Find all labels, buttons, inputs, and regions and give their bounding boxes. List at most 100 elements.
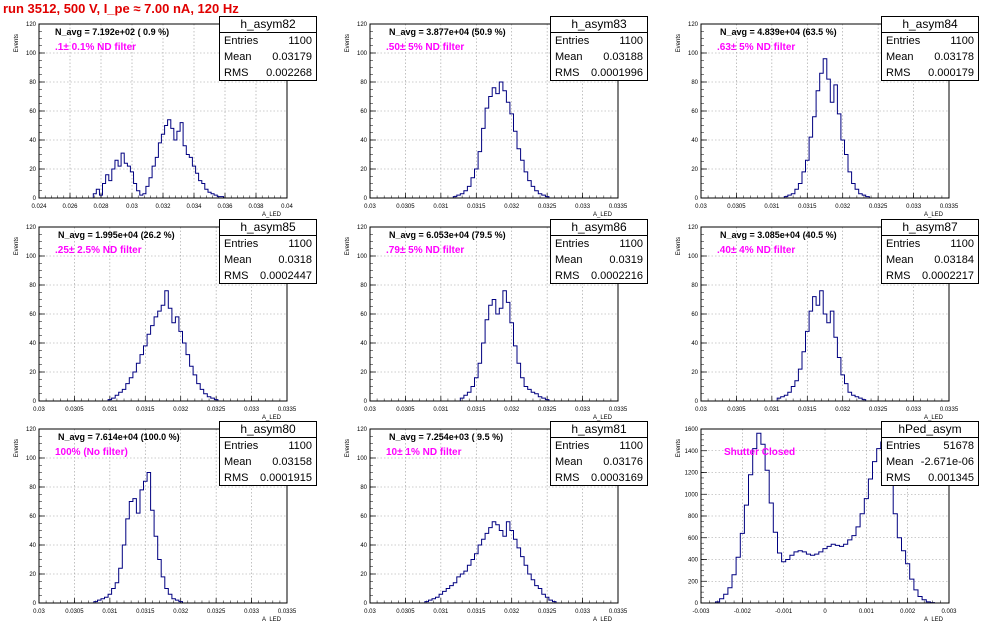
stats-row-entries: Entries 1100	[882, 236, 978, 252]
stats-row-mean: Mean 0.03158	[220, 454, 316, 470]
stats-label-mean: Mean	[224, 51, 252, 63]
histogram-series	[776, 290, 867, 401]
stats-label-mean: Mean	[224, 254, 252, 266]
y-tick-label: 100	[26, 51, 37, 57]
stats-row-rms: RMS 0.002268	[220, 65, 316, 81]
y-tick-label: 20	[360, 572, 367, 578]
y-tick-label: 1600	[685, 427, 699, 433]
x-tick-label: 0.0315	[798, 204, 817, 210]
histogram-bin	[499, 308, 503, 401]
stats-row-entries: Entries 1100	[882, 33, 978, 49]
histogram-bin	[517, 363, 521, 401]
histogram-bin	[499, 531, 503, 604]
x-tick-label: 0.033	[575, 609, 591, 615]
y-tick-label: 0	[33, 196, 37, 202]
histogram-bin	[856, 527, 860, 603]
histogram-bin	[514, 346, 518, 401]
stats-row-entries: Entries 1100	[220, 236, 316, 252]
histogram-bin	[464, 395, 468, 401]
x-tick-label: 0.03	[364, 204, 376, 210]
histogram-bin	[844, 544, 848, 603]
y-tick-label: 60	[29, 312, 36, 318]
stats-label-entries: Entries	[555, 238, 590, 250]
histogram-bin	[478, 363, 482, 401]
filter-annotation: 10± 1% ND filter	[386, 447, 462, 458]
histogram-bin	[158, 560, 162, 604]
histogram-bin	[521, 160, 525, 198]
y-tick-label: 80	[360, 485, 367, 491]
x-tick-label: 0.0315	[136, 609, 155, 615]
x-tick-label: 0.031	[433, 204, 449, 210]
y-axis-label: Events	[14, 34, 20, 52]
x-tick-label: 0.0305	[727, 407, 746, 413]
histogram-bin	[765, 470, 769, 603]
x-tick-label: 0.03	[33, 609, 45, 615]
stats-row-mean: Mean 0.0319	[551, 252, 647, 268]
histogram-series	[459, 290, 550, 401]
y-axis-label: Events	[14, 439, 20, 457]
x-axis-label: A_LED	[924, 617, 944, 622]
histogram-bin	[889, 483, 893, 603]
stats-label-entries: Entries	[886, 238, 921, 250]
histogram-bin	[788, 392, 792, 401]
histogram-bin	[506, 522, 510, 603]
histogram-bin	[542, 594, 546, 603]
navg-text: N_avg = 6.053e+04 (79.5 %)	[389, 230, 506, 240]
histogram-bin	[802, 172, 806, 198]
stats-value-rms: 0.0001996	[591, 67, 643, 79]
x-tick-label: 0.0325	[207, 407, 226, 413]
x-tick-label: 0.031	[764, 204, 780, 210]
y-tick-label: 120	[357, 427, 368, 433]
stats-value-rms: 0.002268	[266, 67, 312, 79]
y-tick-label: 100	[26, 456, 37, 462]
histogram-bin	[840, 546, 844, 603]
y-tick-label: 40	[29, 341, 36, 347]
stats-value-mean: 0.0319	[609, 254, 643, 266]
plot-frame	[700, 23, 950, 199]
histogram-bin	[809, 311, 813, 401]
histogram-bin	[521, 557, 525, 603]
navg-text: N_avg = 3.877e+04 (50.9 %)	[389, 27, 506, 37]
histogram-bin	[147, 473, 151, 604]
histogram-bin	[126, 519, 130, 603]
histogram-bin	[475, 554, 479, 603]
stats-label-entries: Entries	[224, 238, 259, 250]
x-tick-label: 0.0325	[207, 609, 226, 615]
histogram-bin	[168, 120, 171, 198]
histogram-bin	[506, 102, 510, 198]
histogram-bin	[482, 539, 486, 603]
x-tick-label: 0.003	[941, 609, 957, 615]
histogram-bin	[503, 91, 507, 198]
y-tick-label: 80	[360, 80, 367, 86]
stats-label-rms: RMS	[886, 67, 911, 79]
stats-label-rms: RMS	[555, 270, 580, 282]
histogram-bin	[457, 577, 461, 603]
histogram-bin	[830, 102, 834, 198]
histogram-bin	[918, 597, 922, 604]
filter-annotation: 100% (No filter)	[55, 447, 128, 458]
x-tick-label: 0.04	[281, 204, 293, 210]
stats-row-entries: Entries 1100	[551, 438, 647, 454]
stats-box: h_asym85 Entries 1100 Mean 0.0318 RMS 0.000244…	[219, 219, 317, 284]
y-axis-label: Events	[345, 34, 351, 52]
histogram-panel: 0.024 0.026 0.028 0.03 0.032 0.034 0.036 0.038 0…	[0, 16, 330, 218]
histogram-bin	[795, 189, 799, 198]
histogram-bin	[489, 305, 493, 401]
y-tick-label: 100	[357, 456, 368, 462]
x-tick-label: 0.036	[217, 204, 233, 210]
stats-value-mean: -2.671e-06	[920, 456, 974, 468]
stats-label-entries: Entries	[555, 35, 590, 47]
histogram-bin	[528, 574, 532, 603]
x-tick-label: 0.033	[244, 609, 260, 615]
histogram-bin	[172, 323, 176, 401]
histogram-panel: -0.003 -0.002 -0.001 0 0.001 0.002 0.003 0 200 40…	[662, 421, 992, 622]
stats-label-mean: Mean	[886, 456, 914, 468]
stats-label-rms: RMS	[555, 472, 580, 484]
histogram-panel: 0.03 0.0305 0.031 0.0315 0.032 0.0325 0.033 0.0…	[331, 16, 661, 218]
histogram-bin	[119, 568, 123, 603]
stats-label-entries: Entries	[224, 440, 259, 452]
histogram-bin	[837, 358, 841, 402]
histogram-bin	[168, 594, 172, 603]
histogram-bin	[524, 565, 528, 603]
y-tick-label: 0	[695, 399, 699, 405]
